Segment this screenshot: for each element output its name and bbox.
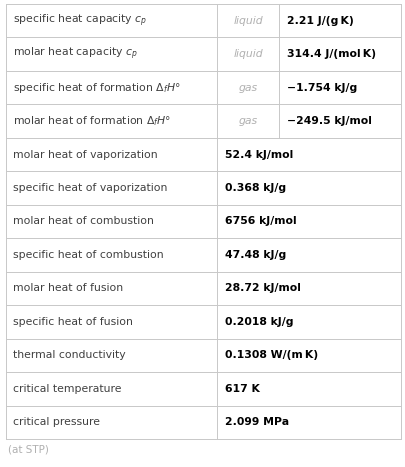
Text: 2.099 MPa: 2.099 MPa — [225, 417, 290, 427]
Text: (at STP): (at STP) — [8, 445, 49, 455]
Text: 0.1308 W/(m K): 0.1308 W/(m K) — [225, 350, 318, 361]
Text: −249.5 kJ/mol: −249.5 kJ/mol — [287, 116, 371, 126]
Text: 47.48 kJ/g: 47.48 kJ/g — [225, 250, 287, 260]
Text: thermal conductivity: thermal conductivity — [13, 350, 126, 361]
Text: 0.368 kJ/g: 0.368 kJ/g — [225, 183, 286, 193]
Text: 28.72 kJ/mol: 28.72 kJ/mol — [225, 283, 301, 293]
Text: 617 K: 617 K — [225, 384, 260, 394]
Text: specific heat of fusion: specific heat of fusion — [13, 317, 133, 327]
Text: 6756 kJ/mol: 6756 kJ/mol — [225, 217, 297, 226]
Text: critical pressure: critical pressure — [13, 417, 100, 427]
Text: specific heat of vaporization: specific heat of vaporization — [13, 183, 167, 193]
Text: 314.4 J/(mol K): 314.4 J/(mol K) — [287, 49, 375, 59]
Text: molar heat of formation $\Delta_f H°$: molar heat of formation $\Delta_f H°$ — [13, 114, 171, 128]
Text: gas: gas — [239, 116, 258, 126]
Text: molar heat of fusion: molar heat of fusion — [13, 283, 123, 293]
Text: gas: gas — [239, 83, 258, 92]
Text: molar heat of combustion: molar heat of combustion — [13, 217, 154, 226]
Text: liquid: liquid — [233, 49, 263, 59]
Text: 52.4 kJ/mol: 52.4 kJ/mol — [225, 149, 294, 160]
Text: liquid: liquid — [233, 16, 263, 26]
Text: specific heat of formation $\Delta_f H°$: specific heat of formation $\Delta_f H°$ — [13, 81, 181, 95]
Text: molar heat capacity $c_p$: molar heat capacity $c_p$ — [13, 46, 138, 63]
Text: critical temperature: critical temperature — [13, 384, 122, 394]
Text: specific heat capacity $c_p$: specific heat capacity $c_p$ — [13, 13, 147, 29]
Text: −1.754 kJ/g: −1.754 kJ/g — [287, 83, 357, 92]
Text: 0.2018 kJ/g: 0.2018 kJ/g — [225, 317, 294, 327]
Text: specific heat of combustion: specific heat of combustion — [13, 250, 164, 260]
Text: molar heat of vaporization: molar heat of vaporization — [13, 149, 158, 160]
Text: 2.21 J/(g K): 2.21 J/(g K) — [287, 16, 353, 26]
